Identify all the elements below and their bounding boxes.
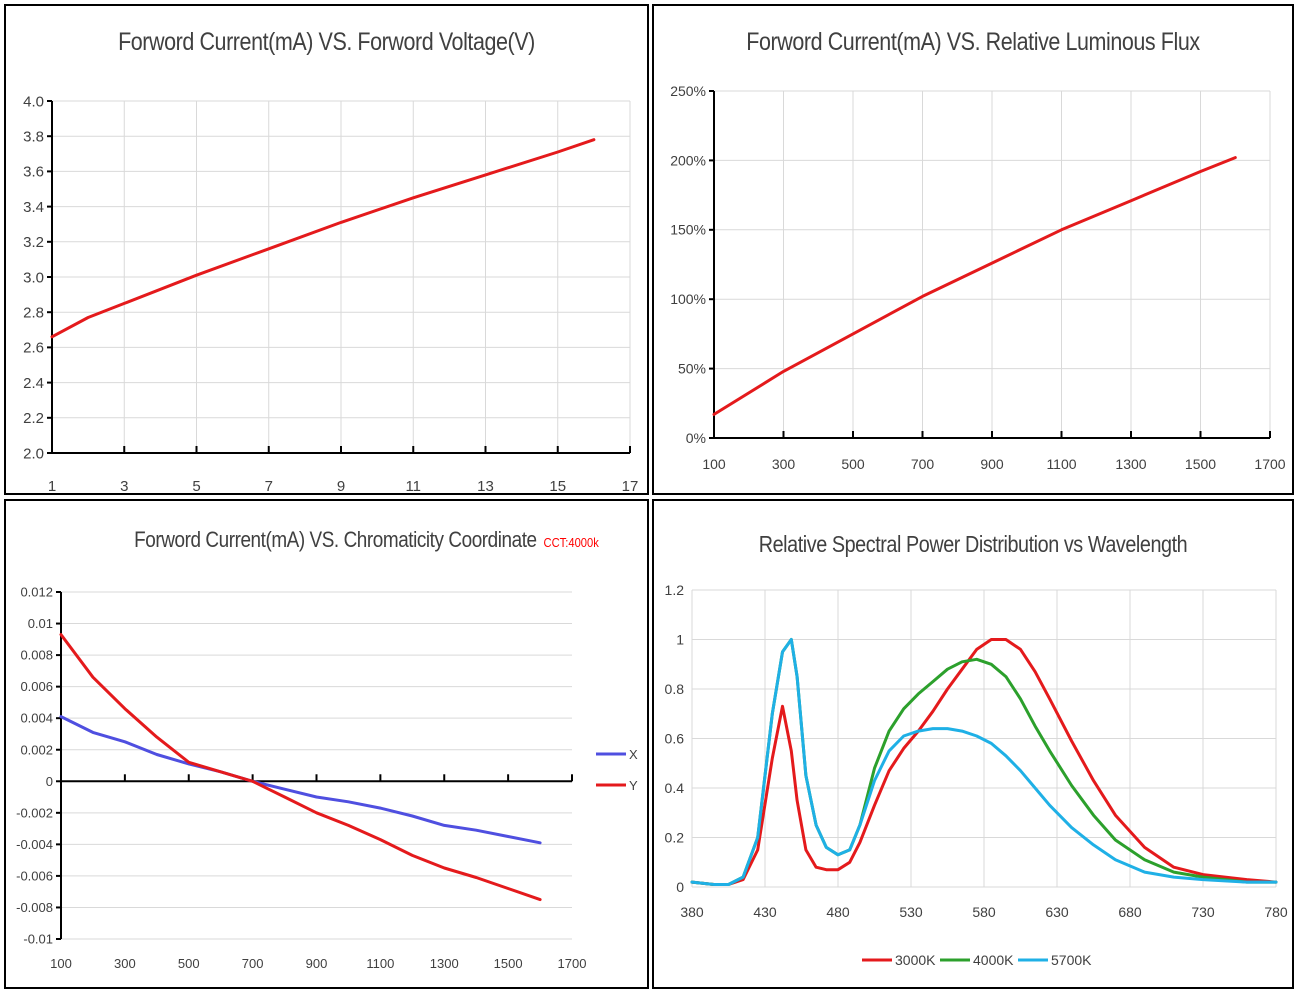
cct-note: CCT:4000k — [543, 535, 599, 550]
x-tick-label: 1300 — [1115, 456, 1146, 472]
x-tick-label: 900 — [306, 956, 328, 971]
y-tick-label: 0.2 — [665, 829, 685, 845]
luminous-flux-chart-panel: Forword Current(mA) VS. Relative Luminou… — [652, 4, 1294, 495]
x-tick-label: 780 — [1264, 904, 1288, 920]
x-tick-label: 1100 — [366, 956, 394, 971]
y-tick-label: 1 — [676, 631, 684, 647]
y-tick-label: 0.6 — [665, 730, 685, 746]
x-tick-label: 1700 — [558, 956, 587, 971]
y-tick-label: 3.4 — [23, 199, 44, 216]
y-tick-label: -0.002 — [16, 805, 53, 820]
y-tick-label: 250% — [670, 83, 706, 99]
y-tick-label: 0.008 — [20, 648, 53, 663]
x-tick-label: 17 — [622, 478, 639, 495]
chart-title: Forword Current(mA) VS. Chromaticity Coo… — [134, 527, 537, 552]
series-line-3000k — [690, 638, 1278, 886]
legend-label: 5700K — [1051, 952, 1092, 968]
series-line-0 — [712, 156, 1237, 416]
luminous-flux-chart: 0% 50% 100% 150% 200% 250% 100 300 500 700 900 1100… — [670, 83, 1286, 472]
y-tick-label: 3.6 — [23, 164, 44, 181]
x-tick-label: 700 — [911, 456, 935, 472]
x-tick-label: 500 — [178, 956, 200, 971]
y-tick-label: -0.008 — [16, 900, 53, 915]
x-tick-label: 730 — [1191, 904, 1215, 920]
series-line-5700k — [690, 638, 1278, 886]
x-tick-label: 680 — [1118, 904, 1142, 920]
x-tick-label: 300 — [772, 456, 796, 472]
spectral-chart: 0 0.2 0.4 0.6 0.8 1 1.2 380 430 480 530 580 630 680 73… — [665, 582, 1288, 968]
x-tick-label: 13 — [477, 478, 494, 495]
chromaticity-chart: -0.01 -0.008 -0.006 -0.004 -0.002 0 0.002 0.004… — [16, 585, 638, 971]
chromaticity-chart-panel: Forword Current(mA) VS. Chromaticity Coo… — [4, 499, 649, 989]
y-tick-label: 2.2 — [23, 410, 44, 427]
y-tick-label: -0.01 — [23, 932, 53, 947]
x-tick-label: 1100 — [1046, 456, 1076, 472]
voltage-chart-panel: Forword Current(mA) VS. Forword Voltage(… — [4, 4, 649, 495]
y-tick-label: 50% — [678, 361, 706, 377]
x-tick-label: 100 — [50, 956, 72, 971]
x-tick-label: 500 — [841, 456, 865, 472]
x-tick-label: 9 — [337, 478, 345, 495]
legend-label: 4000K — [973, 952, 1014, 968]
y-tick-label: 200% — [670, 152, 706, 168]
x-tick-label: 3 — [120, 478, 128, 495]
series-line-y — [59, 633, 542, 902]
y-tick-label: 150% — [670, 222, 706, 238]
y-tick-label: 0.4 — [665, 780, 685, 796]
series-line-x — [59, 715, 542, 845]
y-tick-label: -0.004 — [16, 837, 53, 852]
y-tick-label: 0.012 — [20, 585, 53, 600]
y-tick-label: 2.8 — [23, 304, 44, 321]
y-tick-label: 3.8 — [23, 128, 44, 145]
x-tick-label: 100 — [702, 456, 726, 472]
x-tick-label: 15 — [549, 478, 566, 495]
x-tick-label: 1700 — [1254, 456, 1285, 472]
x-tick-label: 430 — [753, 904, 777, 920]
x-tick-label: 380 — [680, 904, 704, 920]
x-tick-label: 530 — [899, 904, 923, 920]
y-tick-label: 0.01 — [28, 616, 53, 631]
y-tick-label: 0% — [686, 430, 706, 446]
legend-label: 3000K — [895, 952, 936, 968]
y-tick-label: 0.004 — [20, 711, 53, 726]
y-tick-label: 0.002 — [20, 742, 53, 757]
voltage-chart: 2.02.22.42.62.83.03.23.43.63.84.01 3 5 7 9 11… — [23, 93, 639, 495]
x-tick-label: 630 — [1045, 904, 1069, 920]
y-tick-label: 2.4 — [23, 375, 44, 392]
x-tick-label: 580 — [972, 904, 996, 920]
x-tick-label: 700 — [242, 956, 264, 971]
chart-title: Forword Current(mA) VS. Relative Luminou… — [746, 28, 1200, 56]
y-tick-label: 0 — [46, 774, 53, 789]
y-tick-label: 100% — [670, 291, 706, 307]
chart-title: Relative Spectral Power Distribution vs … — [758, 531, 1188, 557]
x-tick-label: 11 — [405, 478, 421, 495]
spectral-chart-panel: Relative Spectral Power Distribution vs … — [652, 499, 1294, 989]
x-tick-label: 1500 — [494, 956, 523, 971]
x-tick-label: 7 — [265, 478, 273, 495]
y-tick-label: 2.0 — [23, 445, 44, 462]
y-tick-label: 4.0 — [23, 93, 44, 110]
y-tick-label: -0.006 — [16, 868, 53, 883]
x-tick-label: 300 — [114, 956, 136, 971]
y-tick-label: 3.2 — [23, 234, 44, 251]
x-tick-label: 900 — [980, 456, 1004, 472]
y-tick-label: 0.006 — [20, 679, 53, 694]
x-tick-label: 1300 — [430, 956, 459, 971]
y-tick-label: 3.0 — [23, 269, 44, 286]
x-tick-label: 5 — [192, 478, 200, 495]
y-tick-label: 0.8 — [665, 681, 685, 697]
legend-label: Y — [629, 778, 638, 793]
y-tick-label: 2.6 — [23, 340, 44, 357]
y-tick-label: 1.2 — [665, 582, 685, 598]
y-tick-label: 0 — [676, 879, 684, 895]
series-line-0 — [50, 138, 596, 339]
chart-title-row: Forword Current(mA) VS. Chromaticity Coo… — [125, 527, 607, 553]
x-tick-label: 1500 — [1185, 456, 1216, 472]
x-tick-label: 1 — [48, 478, 56, 495]
legend-label: X — [629, 747, 638, 762]
x-tick-label: 480 — [826, 904, 850, 920]
chart-title: Forword Current(mA) VS. Forword Voltage(… — [118, 28, 535, 56]
